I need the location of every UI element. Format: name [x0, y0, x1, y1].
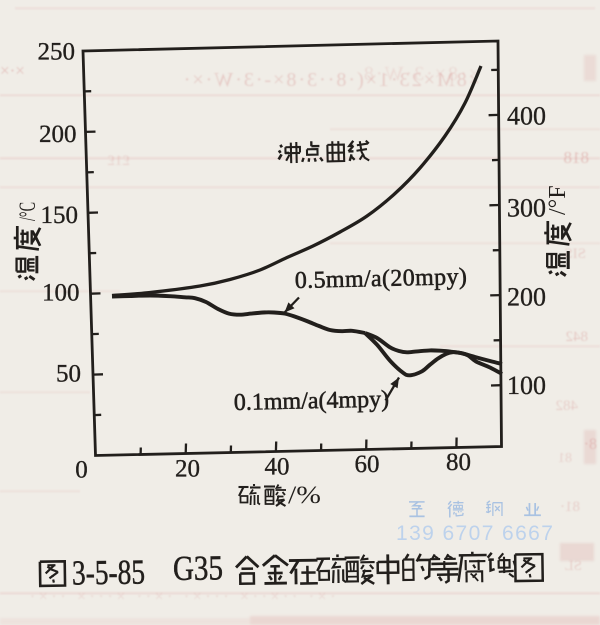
svg-text:3-5-85: 3-5-85	[72, 552, 146, 592]
svg-text:150: 150	[41, 202, 79, 229]
svg-text:×·×: ×·×	[0, 61, 25, 80]
svg-text:100: 100	[42, 280, 80, 307]
svg-text:40: 40	[265, 454, 290, 481]
svg-text:139 6707 6667: 139 6707 6667	[396, 522, 554, 545]
svg-text:0.5mm/a(20mpy): 0.5mm/a(20mpy)	[295, 264, 468, 294]
svg-text:SL: SL	[564, 558, 582, 574]
svg-text:200: 200	[39, 121, 77, 148]
svg-text:£1£: £1£	[107, 153, 130, 169]
svg-text:818: 818	[564, 148, 590, 167]
svg-text:/%: /%	[288, 482, 321, 509]
svg-text:100: 100	[507, 371, 546, 400]
svg-text:·×·· ×···× ··×· ·×··· ×··×·· ·: ·×·· ×···× ··×· ·×··· ×··×·· ·×·	[30, 589, 339, 605]
svg-text:300: 300	[507, 194, 546, 223]
svg-text:200: 200	[507, 283, 546, 312]
svg-text:81: 81	[558, 451, 572, 466]
svg-text:482: 482	[556, 398, 579, 414]
svg-text:/°C: /°C	[15, 202, 40, 221]
svg-text:400: 400	[507, 102, 546, 131]
svg-text:250: 250	[38, 39, 76, 66]
svg-text:60: 60	[355, 451, 380, 478]
svg-text:842: 842	[566, 329, 589, 345]
svg-text:80: 80	[446, 449, 471, 476]
svg-text:50: 50	[56, 361, 81, 388]
svg-text:81·: 81·	[560, 499, 580, 515]
svg-text:/°F: /°F	[545, 185, 571, 215]
svg-text:SIS: SIS	[564, 246, 586, 262]
svg-text:×8M×23·1×(·8··3·8×-·3·W·×·: ×8M×23·1×(·8··3·8×-·3·W·×·	[182, 69, 480, 91]
svg-text:0.1mm/a(4mpy): 0.1mm/a(4mpy)	[234, 386, 390, 416]
svg-text:0: 0	[75, 457, 88, 484]
svg-text:G35: G35	[173, 548, 224, 588]
svg-text:20: 20	[175, 456, 200, 483]
svg-text:×·8×·3·W·8: ×·8×·3·W·8	[362, 63, 480, 85]
